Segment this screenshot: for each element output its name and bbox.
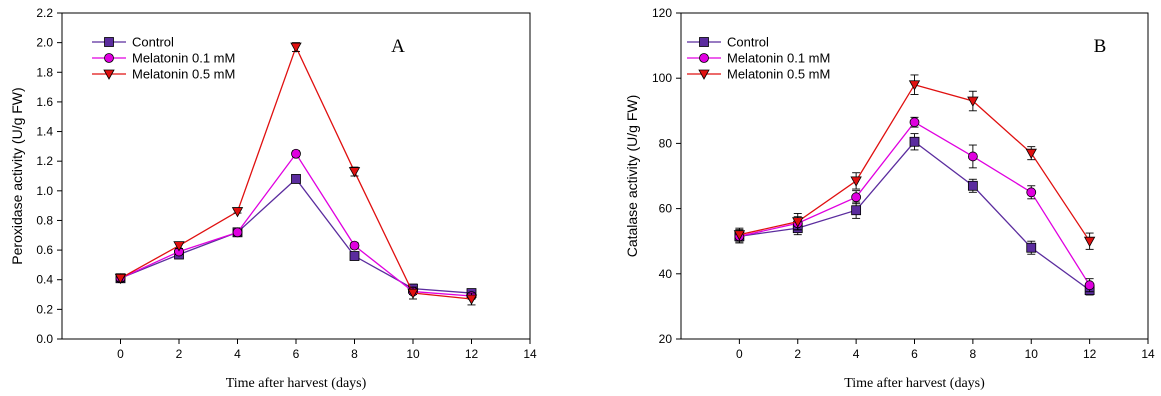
data-point [1025,148,1037,160]
data-point [967,96,979,107]
x-tick-label: 10 [1025,347,1039,361]
data-point [1083,236,1096,248]
panel-label: B [1094,36,1107,57]
legend-marker [104,53,114,63]
x-tick-label: 10 [406,347,420,361]
y-tick-label: 0.8 [36,213,53,227]
data-point [908,80,921,91]
x-tick-label: 0 [736,347,743,361]
x-axis-title: Time after harvest (days) [844,376,985,391]
x-tick-label: 6 [911,347,918,361]
y-tick-label: 2.2 [36,6,53,20]
data-point [291,174,301,184]
x-tick-label: 4 [234,347,241,361]
legend-marker [103,69,115,80]
y-tick-label: 60 [659,202,673,216]
x-tick-label: 0 [117,347,124,361]
x-tick-label: 14 [1141,347,1155,361]
x-tick-label: 6 [293,347,300,361]
data-point [407,288,419,299]
x-tick-label: 8 [970,347,977,361]
y-tick-label: 1.6 [36,95,53,109]
y-axis-title: Catalase activity (U/g FW) [624,95,640,258]
data-point [851,205,862,216]
y-tick-label: 1.2 [36,154,53,168]
legend-marker [698,69,710,80]
data-point [1026,187,1037,198]
y-tick-label: 120 [652,6,672,20]
y-tick-label: 0.4 [36,273,53,287]
y-tick-label: 1.0 [36,184,53,198]
series-melatonin-0-5-mm [114,42,478,306]
legend-marker [699,37,709,47]
legend-marker [699,53,709,63]
y-tick-label: 1.4 [36,125,53,139]
data-point [909,117,920,128]
x-tick-label: 12 [1083,347,1097,361]
x-tick-label: 14 [523,347,537,361]
data-point [290,42,302,53]
series-line [120,178,472,294]
data-point [114,273,127,285]
legend-label: Control [727,35,769,50]
data-point [291,148,301,159]
y-tick-label: 20 [659,332,673,346]
y-tick-label: 80 [659,136,673,150]
y-tick-label: 0.2 [36,302,53,316]
legend-label: Melatonin 0.5 mM [727,67,830,82]
y-tick-label: 0.6 [36,243,53,257]
y-tick-label: 0.0 [36,332,53,346]
data-point [792,217,804,228]
x-tick-label: 2 [794,347,801,361]
series-control [734,133,1095,296]
legend-marker [104,37,114,47]
series-melatonin-0-1-mm [115,148,477,301]
y-tick-label: 2.0 [36,36,53,50]
data-point [851,192,862,203]
series-line [739,83,1091,242]
legend-label: Melatonin 0.5 mM [132,67,235,82]
data-point [1026,242,1037,253]
panel-a: 0 2 4 6 8 10 12 14 0.0 0.2 0.4 0.6 0.8 1.0 1.2 1.4 1.6 1.… [9,6,537,391]
y-tick-label: 1.8 [36,65,53,79]
y-tick-label: 40 [659,267,673,281]
x-axis-title: Time after harvest (days) [226,376,367,391]
data-point [850,176,862,187]
series-control [115,174,477,298]
legend-label: Melatonin 0.1 mM [727,51,830,66]
series-line [739,140,1091,291]
data-point [967,151,978,162]
series-line [120,45,472,300]
data-point [349,251,360,261]
data-point [173,241,185,252]
x-tick-label: 12 [465,347,479,361]
x-tick-label: 4 [853,347,860,361]
x-tick-label: 8 [351,347,358,361]
y-axis-title: Peroxidase activity (U/g FW) [9,87,25,264]
data-point [349,240,360,251]
data-point [232,227,243,238]
x-tick-label: 2 [176,347,183,361]
legend-label: Melatonin 0.1 mM [132,51,235,66]
data-point [348,167,361,178]
series-melatonin-0-5-mm [733,74,1096,250]
data-point [967,180,978,191]
data-point [231,207,244,218]
data-point [1084,280,1095,291]
data-point [909,136,920,147]
y-tick-label: 100 [652,71,672,85]
panel-label: A [391,36,405,57]
data-point [465,294,478,305]
legend-label: Control [132,35,174,50]
data-point [733,230,746,241]
panel-b: 0 2 4 6 8 10 12 14 20 40 60 80 100 120 Time after harv… [624,6,1155,391]
